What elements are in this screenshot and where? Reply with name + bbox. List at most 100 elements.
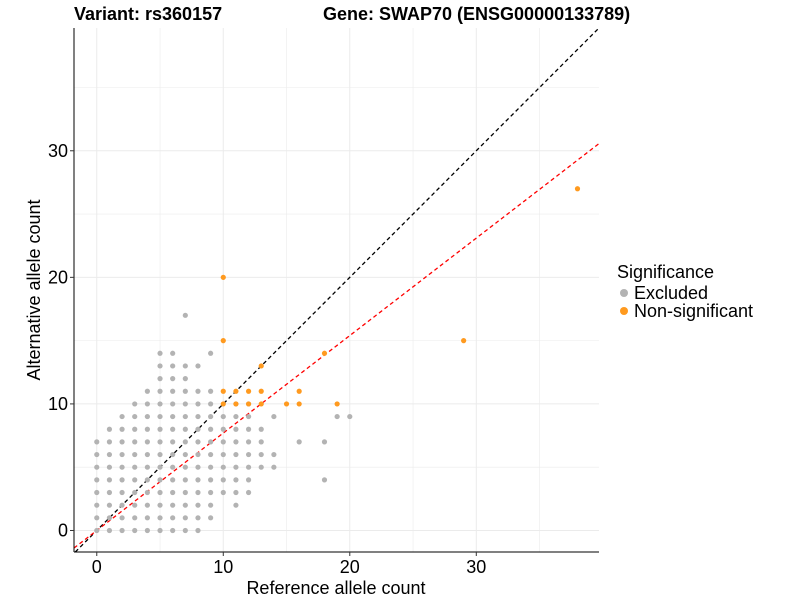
point-excluded: [258, 464, 264, 470]
legend-item-excluded: Excluded: [617, 284, 753, 302]
y-tick-label: 30: [48, 141, 68, 161]
point-non-significant: [220, 274, 226, 280]
point-excluded: [245, 451, 252, 458]
point-excluded: [144, 426, 150, 432]
point-excluded: [106, 451, 113, 458]
point-excluded: [208, 388, 214, 394]
point-non-significant: [220, 338, 226, 344]
point-excluded: [271, 464, 277, 470]
point-excluded: [170, 413, 176, 420]
point-excluded: [157, 515, 163, 521]
point-non-significant: [296, 401, 302, 407]
point-excluded: [170, 363, 176, 369]
point-excluded: [208, 489, 214, 496]
point-non-significant: [245, 388, 252, 394]
point-excluded: [170, 515, 176, 521]
point-excluded: [119, 515, 125, 521]
point-excluded: [157, 426, 163, 432]
point-excluded: [170, 375, 176, 382]
point-excluded: [182, 363, 188, 369]
point-excluded: [220, 413, 226, 420]
point-excluded: [208, 439, 214, 445]
point-excluded: [119, 527, 125, 534]
point-excluded: [157, 413, 163, 420]
point-non-significant: [258, 388, 264, 394]
x-tick-label: 30: [466, 557, 486, 577]
point-excluded: [106, 489, 113, 496]
point-excluded: [334, 413, 340, 420]
point-excluded: [195, 401, 201, 407]
point-excluded: [119, 451, 125, 458]
x-axis-label: Reference allele count: [246, 578, 425, 598]
point-excluded: [144, 527, 150, 534]
point-excluded: [233, 489, 239, 496]
x-tick-label: 10: [213, 557, 233, 577]
point-excluded: [182, 375, 188, 382]
point-excluded: [144, 413, 150, 420]
point-excluded: [271, 413, 277, 420]
point-excluded: [208, 464, 214, 470]
point-non-significant: [258, 363, 264, 369]
point-excluded: [321, 439, 328, 445]
point-excluded: [233, 477, 239, 483]
point-excluded: [132, 489, 138, 496]
point-excluded: [258, 439, 264, 445]
point-excluded: [132, 426, 138, 432]
point-excluded: [144, 439, 150, 445]
point-excluded: [271, 451, 277, 458]
point-excluded: [157, 477, 163, 483]
point-excluded: [119, 426, 125, 432]
point-excluded: [208, 426, 214, 432]
point-excluded: [182, 477, 188, 483]
point-excluded: [157, 489, 163, 496]
point-excluded: [245, 464, 252, 470]
point-excluded: [208, 515, 214, 521]
point-excluded: [157, 502, 163, 508]
point-excluded: [157, 350, 163, 356]
point-excluded: [233, 464, 239, 470]
point-excluded: [182, 401, 188, 407]
point-non-significant: [296, 388, 302, 394]
point-excluded: [144, 451, 150, 458]
point-excluded: [245, 413, 252, 420]
legend: Significance Excluded Non-significant: [617, 262, 753, 320]
point-excluded: [195, 515, 201, 521]
point-excluded: [132, 527, 138, 534]
point-excluded: [258, 451, 264, 458]
point-excluded: [170, 502, 176, 508]
y-tick-label: 10: [48, 394, 68, 414]
point-non-significant: [574, 186, 581, 192]
point-excluded: [182, 388, 188, 394]
point-excluded: [195, 413, 201, 420]
point-excluded: [182, 413, 188, 420]
point-excluded: [182, 312, 188, 318]
point-excluded: [106, 515, 113, 521]
point-non-significant: [258, 401, 264, 407]
chart-title-variant: Variant: rs360157: [74, 4, 223, 24]
point-excluded: [233, 426, 239, 432]
point-non-significant: [220, 388, 226, 394]
point-excluded: [119, 489, 125, 496]
point-excluded: [195, 489, 201, 496]
reference-line-0: [74, 27, 600, 553]
point-excluded: [106, 464, 113, 470]
point-excluded: [220, 464, 226, 470]
point-excluded: [296, 439, 302, 445]
point-excluded: [170, 426, 176, 432]
chart-title-gene: Gene: SWAP70 (ENSG00000133789): [323, 4, 631, 24]
point-excluded: [94, 502, 100, 508]
point-excluded: [157, 401, 163, 407]
legend-label-non-significant: Non-significant: [634, 301, 754, 321]
point-excluded: [170, 451, 176, 458]
point-excluded: [132, 451, 138, 458]
point-excluded: [195, 477, 201, 483]
point-excluded: [220, 451, 226, 458]
point-excluded: [94, 527, 100, 534]
point-excluded: [195, 363, 201, 369]
point-excluded: [182, 464, 188, 470]
point-excluded: [195, 388, 201, 394]
point-excluded: [245, 477, 252, 483]
point-excluded: [144, 401, 150, 407]
point-excluded: [321, 477, 328, 483]
point-excluded: [182, 502, 188, 508]
